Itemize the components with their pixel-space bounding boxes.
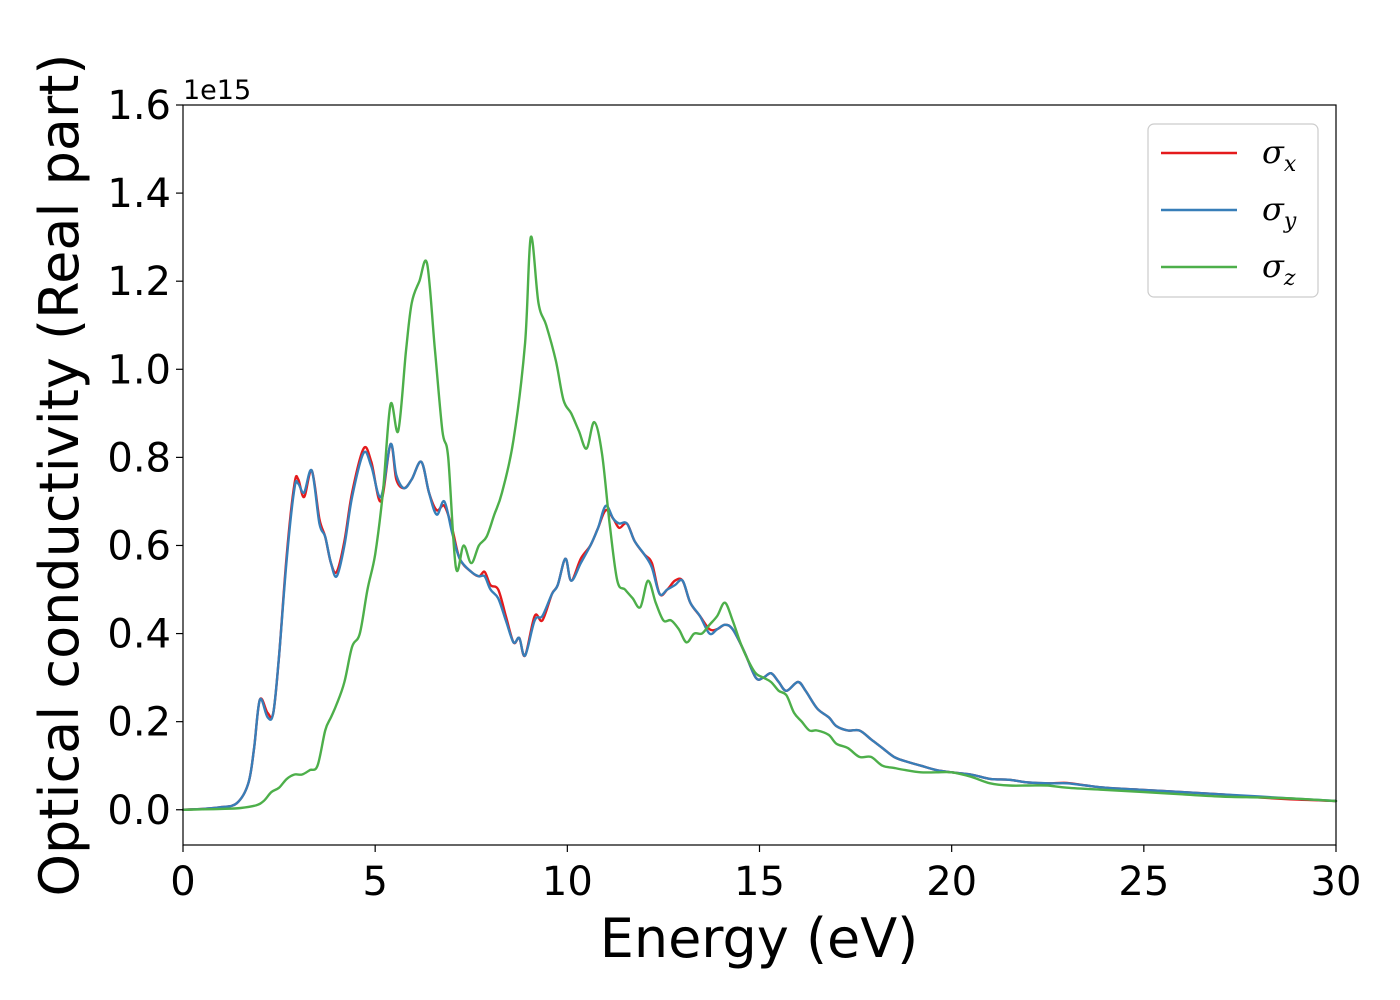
x-tick-label: 25 (1118, 859, 1169, 905)
x-tick-label: 5 (362, 859, 387, 905)
y-tick-label: 0.8 (107, 435, 171, 481)
x-tick-label: 30 (1311, 859, 1362, 905)
x-axis: 0 5 10 15 20 25 30 (170, 845, 1361, 905)
y-tick-label: 1.4 (107, 171, 171, 217)
series-line-y (181, 442, 1338, 811)
y-tick-label: 0.6 (107, 523, 171, 569)
y-tick-label: 0.4 (107, 612, 171, 658)
series-line-z (181, 235, 1338, 811)
x-tick-label: 10 (542, 859, 593, 905)
series-line-x (181, 442, 1338, 811)
y-tick-label: 1.0 (107, 347, 171, 393)
y-tick-label: 1.2 (107, 259, 171, 305)
y-tick-label: 1.6 (107, 83, 171, 129)
y-tick-label: 0.0 (107, 788, 171, 834)
x-tick-label: 20 (926, 859, 977, 905)
y-axis: 0.0 0.2 0.4 0.6 0.8 1.0 1.2 1.4 1.6 (107, 83, 183, 834)
x-tick-label: 15 (734, 859, 785, 905)
series-layer (181, 235, 1338, 811)
y-axis-title: Optical conductivity (Real part) (28, 54, 91, 897)
x-axis-title: Energy (eV) (600, 907, 919, 970)
y-tick-label: 0.2 (107, 700, 171, 746)
x-tick-label: 0 (170, 859, 195, 905)
y-offset-label: 1e15 (183, 75, 251, 106)
